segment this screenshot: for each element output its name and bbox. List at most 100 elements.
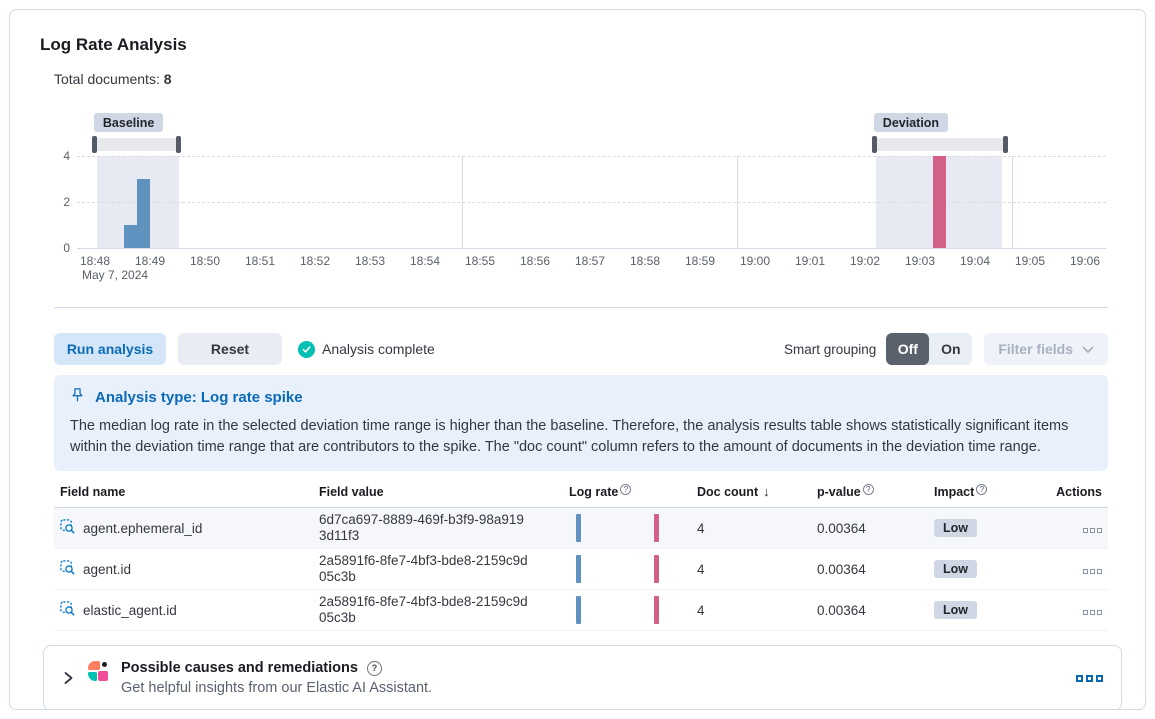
- column-header-log-rate: Log rate?: [569, 484, 697, 499]
- possible-causes-title: Possible causes and remediations: [121, 660, 358, 676]
- chart-horizontal-gridline: [77, 156, 1106, 157]
- smart-grouping-label: Smart grouping: [784, 341, 877, 357]
- deviation-brush[interactable]: [871, 136, 1008, 153]
- filter-fields-label: Filter fields: [998, 341, 1073, 357]
- chevron-down-icon: [1082, 341, 1094, 357]
- x-axis-tick-label: 18:50: [189, 254, 221, 268]
- question-in-circle-icon[interactable]: ?: [620, 484, 632, 495]
- deviation-brush-right-handle[interactable]: [1002, 136, 1008, 153]
- log-rate-sparkline: [569, 549, 697, 589]
- x-axis-tick-label: 19:04: [959, 254, 991, 268]
- deviation-badge: Deviation: [873, 113, 949, 132]
- smart-grouping-off-button[interactable]: Off: [886, 333, 930, 365]
- x-axis-tick-label: 19:05: [1014, 254, 1046, 268]
- column-header-doc-count[interactable]: Doc count ↓: [697, 484, 770, 499]
- question-in-circle-icon[interactable]: ?: [862, 484, 874, 495]
- table-row: agent.ephemeral_id 6d7ca697-8889-469f-b3…: [54, 508, 1108, 549]
- chevron-right-icon[interactable]: [62, 670, 75, 686]
- column-header-p-value[interactable]: p-value?: [817, 484, 934, 499]
- baseline-spark-bar: [576, 514, 581, 542]
- help-icon[interactable]: ?: [366, 660, 382, 676]
- histogram-bar-deviation: [932, 156, 946, 248]
- analysis-type-description: The median log rate in the selected devi…: [70, 418, 1069, 455]
- x-axis-tick-label: 18:56: [519, 254, 551, 268]
- field-value: 2a5891f6-8fe7-4bf3-bde8-2159c9d05c3b: [319, 552, 528, 585]
- table-row: elastic_agent.id 2a5891f6-8fe7-4bf3-bde8…: [54, 590, 1108, 631]
- field-value: 6d7ca697-8889-469f-b3f9-98a9193d11f3: [319, 511, 524, 544]
- y-axis-tick-label: 4: [63, 149, 70, 163]
- run-analysis-button[interactable]: Run analysis: [54, 333, 166, 365]
- baseline-brush-left-handle[interactable]: [91, 136, 97, 153]
- field-select-icon[interactable]: [60, 519, 75, 537]
- table-header-row: Field name Field value Log rate? Doc cou…: [54, 479, 1108, 508]
- x-axis-tick-label: 18:53: [354, 254, 386, 268]
- x-axis-date-label: May 7, 2024: [82, 268, 149, 282]
- deviation-spark-bar: [654, 514, 659, 542]
- p-value: 0.00364: [817, 520, 866, 536]
- analysis-status: Analysis complete: [298, 340, 435, 358]
- possible-causes-subtitle: Get helpful insights from our Elastic AI…: [121, 680, 433, 696]
- column-header-field-value[interactable]: Field value: [319, 484, 384, 499]
- x-axis-line: [77, 248, 1106, 249]
- log-rate-sparkline: [569, 590, 697, 630]
- question-in-circle-icon[interactable]: ?: [976, 484, 988, 495]
- filter-fields-button[interactable]: Filter fields: [984, 333, 1108, 365]
- chart-horizontal-gridline: [77, 202, 1106, 203]
- deviation-brush-left-handle[interactable]: [871, 136, 877, 153]
- x-axis-tick-label: 18:48: [79, 254, 111, 268]
- log-rate-analysis-panel: Log Rate Analysis Total documents: 8 Bas…: [9, 9, 1146, 710]
- x-axis-tick-label: 18:55: [464, 254, 496, 268]
- page-title: Log Rate Analysis: [40, 35, 187, 54]
- total-documents: Total documents: 8: [54, 71, 1108, 87]
- x-axis-tick-label: 18:58: [629, 254, 661, 268]
- baseline-spark-bar: [576, 596, 581, 624]
- pin-icon: [70, 387, 85, 407]
- doc-count-value: 4: [697, 602, 705, 618]
- impact-badge: Low: [934, 601, 977, 619]
- analysis-results-table: Field name Field value Log rate? Doc cou…: [54, 479, 1108, 631]
- column-header-field-name[interactable]: Field name: [60, 484, 126, 499]
- p-value: 0.00364: [817, 561, 866, 577]
- x-axis-tick-label: 18:59: [684, 254, 716, 268]
- x-axis-tick-label: 18:54: [409, 254, 441, 268]
- panel-menu-icon[interactable]: [1076, 674, 1103, 682]
- doc-count-value: 4: [697, 561, 705, 577]
- baseline-badge: Baseline: [93, 113, 164, 132]
- x-axis-tick-label: 19:03: [904, 254, 936, 268]
- analysis-type-title: Analysis type: Log rate spike: [95, 388, 303, 406]
- x-axis-tick-label: 18:52: [299, 254, 331, 268]
- total-documents-label: Total documents:: [54, 71, 160, 87]
- row-actions-icon[interactable]: [1083, 568, 1102, 574]
- reset-button[interactable]: Reset: [178, 333, 282, 365]
- y-axis-tick-label: 0: [63, 241, 70, 255]
- analysis-type-callout: Analysis type: Log rate spike The median…: [54, 375, 1108, 471]
- field-select-icon[interactable]: [60, 601, 75, 619]
- x-axis-tick-label: 18:51: [244, 254, 276, 268]
- impact-badge: Low: [934, 560, 977, 578]
- analysis-status-label: Analysis complete: [322, 341, 435, 357]
- histogram-bar-baseline: [136, 179, 150, 248]
- deviation-spark-bar: [654, 555, 659, 583]
- histogram-bar-baseline: [123, 225, 137, 248]
- field-select-icon[interactable]: [60, 560, 75, 578]
- check-circle-icon: [298, 340, 315, 358]
- baseline-brush-right-handle[interactable]: [176, 136, 182, 153]
- doc-count-value: 4: [697, 520, 705, 536]
- baseline-spark-bar: [576, 555, 581, 583]
- field-value: 2a5891f6-8fe7-4bf3-bde8-2159c9d05c3b: [319, 593, 528, 626]
- row-actions-icon[interactable]: [1083, 527, 1102, 533]
- baseline-brush[interactable]: [91, 136, 182, 153]
- y-axis-tick-label: 2: [63, 195, 70, 209]
- deviation-spark-bar: [654, 596, 659, 624]
- smart-grouping-on-button[interactable]: On: [941, 341, 961, 357]
- field-name: agent.ephemeral_id: [83, 520, 203, 536]
- x-axis-tick-label: 19:01: [794, 254, 826, 268]
- x-axis-tick-label: 19:00: [739, 254, 771, 268]
- row-actions-icon[interactable]: [1083, 609, 1102, 615]
- x-axis-tick-label: 19:06: [1069, 254, 1101, 268]
- column-header-impact[interactable]: Impact?: [934, 484, 1054, 499]
- x-axis-tick-label: 18:49: [134, 254, 166, 268]
- field-name: agent.id: [83, 561, 132, 577]
- possible-causes-panel: Possible causes and remediations ? Get h…: [43, 645, 1122, 709]
- elastic-ai-assistant-icon: [88, 661, 108, 681]
